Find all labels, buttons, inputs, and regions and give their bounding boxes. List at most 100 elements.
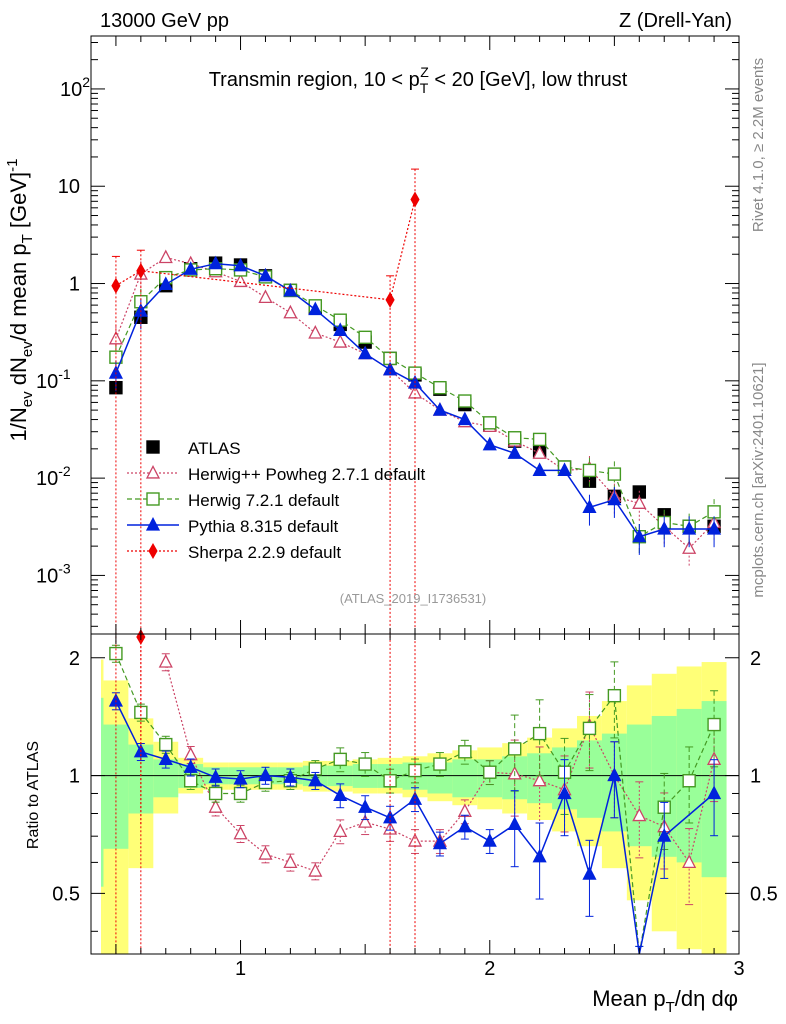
- series-pythia-ratio-point: [482, 833, 497, 847]
- series-herwigpp-point: [158, 249, 173, 264]
- series-pythia-point: [358, 345, 373, 360]
- y-tick-label: 10-1: [36, 366, 71, 393]
- series-herwigpp-ratio-point: [208, 799, 223, 813]
- series-herwigpp-ratio-line: [165, 661, 715, 872]
- series-herwig7-ratio-point: [233, 786, 248, 801]
- legend-label-atlas: ATLAS: [188, 439, 241, 458]
- series-herwig7-ratio-point: [507, 742, 522, 756]
- series-herwig7-ratio-point: [607, 688, 622, 703]
- series-pythia-point: [233, 257, 248, 272]
- series-pythia-point: [707, 520, 722, 535]
- series-pythia-ratio-point: [532, 848, 547, 863]
- series-herwig7-ratio-point: [483, 765, 497, 779]
- series-herwig7-ratio-point: [582, 721, 597, 736]
- ratio-y-axis-label: Ratio to ATLAS: [25, 741, 42, 849]
- axes: 10-3 10-2 10-1 1 10 102 1 2 3 0.5 0.5 1 1 2 2: [36, 36, 778, 980]
- series-pythia-point: [208, 255, 223, 270]
- x-axis-label: Mean pT/dη dφ: [592, 986, 738, 1016]
- y-tick-label: 10-2: [36, 463, 71, 490]
- series-sherpa-point: [410, 191, 420, 208]
- legend-label-herwig7: Herwig 7.2.1 default: [188, 491, 339, 510]
- y-axis-label: 1/Nev dNev/d mean pT [GeV]-1: [4, 159, 36, 442]
- series-herwigpp-ratio-point: [457, 803, 472, 817]
- series-pythia-point: [308, 301, 323, 316]
- header-process: Z (Drell-Yan): [619, 10, 732, 32]
- ratio-band-inner: [626, 724, 652, 847]
- ratio-y-tick-label: 0.5: [52, 883, 80, 905]
- series-herwigpp-ratio-point: [258, 846, 273, 860]
- series-pythia-point: [682, 520, 697, 535]
- analysis-watermark: (ATLAS_2019_I1736531): [340, 591, 486, 606]
- legend-marker-herwig7: [146, 492, 160, 506]
- series-sherpa-point: [385, 291, 395, 308]
- series-pythia-point: [283, 282, 298, 297]
- x-tick-label: 1: [235, 958, 246, 980]
- ratio-band-inner: [452, 759, 478, 798]
- series-herwigpp-point: [308, 325, 323, 339]
- ratio-y-tick-label-right: 1: [750, 766, 761, 788]
- series-herwig7-ratio-point: [333, 752, 347, 767]
- series-herwigpp-ratio-point: [183, 746, 198, 761]
- series-herwigpp-ratio-point: [358, 814, 373, 828]
- x-tick-label: 3: [733, 958, 744, 980]
- series-herwigpp-ratio-point: [233, 825, 248, 840]
- series-herwigpp-point: [532, 445, 547, 459]
- series-sherpa-point: [111, 277, 121, 294]
- series-pythia-point: [582, 499, 597, 514]
- series-pythia-point: [333, 322, 348, 336]
- series-herwig7-point: [358, 330, 372, 345]
- series-herwig7-point: [483, 416, 497, 430]
- x-tick-label: 2: [484, 958, 495, 980]
- series-herwig7-point: [507, 431, 522, 445]
- series-herwig7-ratio-point: [208, 786, 223, 801]
- series-herwig7-point: [458, 394, 472, 408]
- series-herwigpp-ratio-point: [158, 654, 173, 668]
- ratio-y-tick-label: 2: [69, 648, 80, 670]
- series-pythia-ratio-point: [258, 767, 273, 782]
- ratio-y-tick-label-right: 0.5: [750, 883, 778, 905]
- series-pythia-ratio-point: [607, 767, 622, 782]
- series-herwig7-ratio-point: [358, 757, 372, 771]
- series-herwigpp-ratio-point: [632, 807, 647, 822]
- series-pythia-ratio-point: [457, 818, 472, 833]
- ratio-y-tick-label-right: 2: [750, 648, 761, 670]
- chart-title: Transmin region, 10 < pTZ < 20 [GeV], lo…: [209, 64, 628, 96]
- series-pythia-point: [158, 276, 173, 290]
- series-pythia-ratio-point: [308, 772, 323, 787]
- series-pythia-ratio-point: [657, 828, 672, 842]
- series-herwig7-ratio-point: [433, 757, 447, 771]
- series-pythia-point: [108, 365, 123, 379]
- ratio-band-inner: [101, 697, 104, 887]
- series-pythia-point: [557, 462, 572, 477]
- header-collision: 13000 GeV pp: [100, 10, 229, 32]
- series-herwigpp-point: [258, 289, 273, 304]
- series-pythia-ratio-point: [158, 751, 173, 765]
- series-pythia-point: [183, 261, 198, 275]
- series-pythia-ratio-point: [507, 816, 522, 831]
- series-herwigpp-ratio-point: [333, 823, 348, 838]
- series-pythia-ratio-point: [358, 799, 373, 813]
- series-pythia-point: [507, 445, 522, 459]
- series-herwigpp-point: [283, 304, 298, 319]
- series-herwig7-ratio-point: [682, 774, 696, 788]
- series-pythia-ratio-point: [183, 759, 198, 773]
- series-pythia-point: [657, 520, 672, 535]
- series-herwig7-point: [532, 432, 547, 447]
- series-pythia-ratio-point: [333, 787, 348, 801]
- series-herwigpp-point: [632, 495, 647, 509]
- series-herwig7-point: [707, 505, 721, 519]
- series-pythia-ratio-point: [283, 769, 298, 783]
- legend-label-pythia: Pythia 8.315 default: [188, 517, 339, 536]
- legend-marker-sherpa: [148, 542, 158, 560]
- series-pythia-point: [532, 462, 547, 477]
- series-sherpa-point: [136, 262, 146, 279]
- rivet-version-label: Rivet 4.1.0, ≥ 2.2M events: [750, 58, 767, 232]
- series-pythia-point: [457, 411, 472, 426]
- series-herwigpp-ratio-point: [407, 833, 423, 847]
- series-herwig7-point: [433, 380, 447, 395]
- chart-marks: [108, 168, 722, 955]
- series-herwigpp-ratio-point: [682, 854, 697, 868]
- series-pythia-ratio-line: [115, 700, 715, 955]
- legend-marker-herwigpp: [145, 464, 161, 479]
